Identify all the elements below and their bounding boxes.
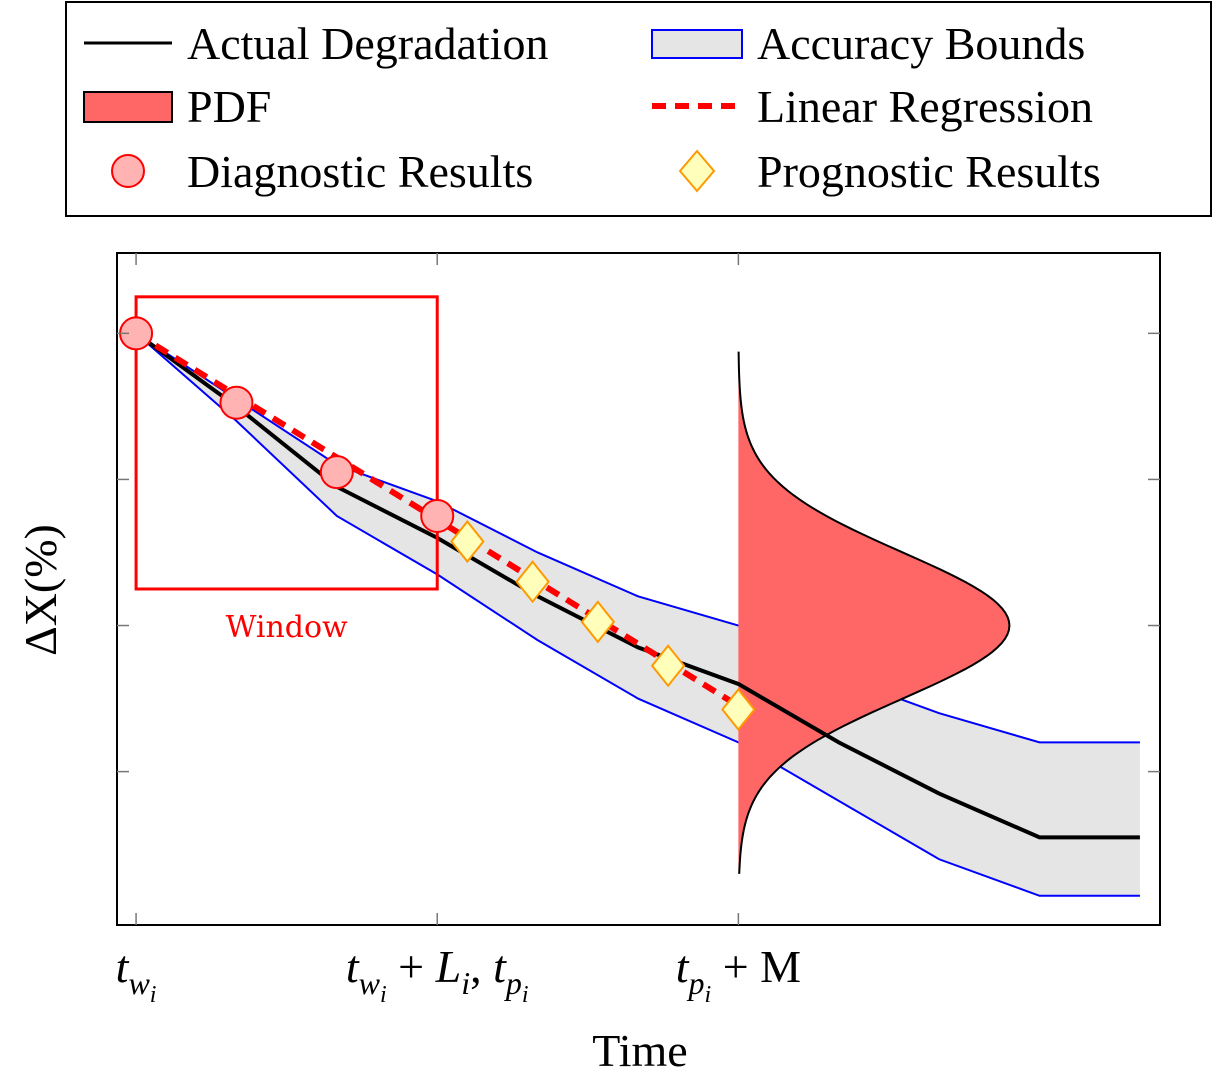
accuracy-band-upper xyxy=(135,332,1140,744)
legend-swatch-bounds xyxy=(651,29,743,59)
legend-label-regression: Linear Regression xyxy=(757,81,1093,132)
actual-degradation-line xyxy=(134,331,1140,840)
legend-label-bounds: Accuracy Bounds xyxy=(757,18,1085,69)
y-axis-label: ΔX(%) xyxy=(15,524,66,656)
window-label: Window xyxy=(226,610,348,645)
plot-frame xyxy=(116,252,1161,926)
prognostic-point xyxy=(450,519,485,564)
pdf-layer xyxy=(737,351,1011,874)
legend-swatch-prognostic xyxy=(678,149,716,193)
plot-area xyxy=(116,252,1161,926)
accuracy-band-lower xyxy=(135,332,1140,897)
legend-label-prognostic: Prognostic Results xyxy=(757,146,1101,197)
legend-swatch-diagnostic xyxy=(111,154,145,188)
window-rect xyxy=(134,295,439,591)
prognostic-point xyxy=(721,687,756,732)
legend-frame xyxy=(65,1,1212,217)
legend: Actual Degradation Accuracy Bounds PDF L… xyxy=(65,1,1212,217)
axes-layer xyxy=(116,252,1161,926)
accuracy-bounds-layer xyxy=(135,332,1140,897)
actual-degradation-layer xyxy=(134,331,1140,840)
diagnostic-point xyxy=(219,385,254,420)
prognostic-point xyxy=(515,560,550,604)
x-tick-label: twi xyxy=(116,941,157,1008)
prognostic-point xyxy=(580,600,616,644)
pdf-outline xyxy=(737,351,1011,874)
legend-label-actual: Actual Degradation xyxy=(187,18,548,69)
legend-label-diagnostic: Diagnostic Results xyxy=(187,146,533,197)
x-tick-label: twi + Li, tpi xyxy=(346,941,529,1008)
accuracy-band-fill xyxy=(136,333,1140,896)
prognostic-point xyxy=(650,644,686,688)
pdf-fill xyxy=(738,351,1010,874)
legend-label-pdf: PDF xyxy=(187,81,271,132)
window-layer xyxy=(134,295,439,591)
x-axis-label: Time xyxy=(592,1025,687,1076)
x-tick-label: tpi + M xyxy=(676,941,801,1008)
legend-swatch-pdf xyxy=(83,91,173,123)
diagnostic-point xyxy=(319,455,354,490)
diagnostic-point xyxy=(420,498,455,533)
prognostic-results-layer xyxy=(450,519,756,732)
